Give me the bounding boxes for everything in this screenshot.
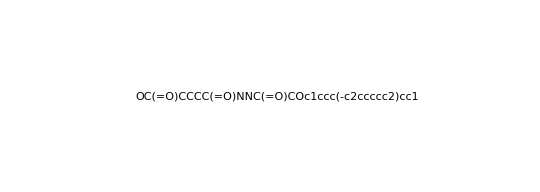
Text: OC(=O)CCCC(=O)NNC(=O)COc1ccc(-c2ccccc2)cc1: OC(=O)CCCC(=O)NNC(=O)COc1ccc(-c2ccccc2)c… bbox=[135, 92, 418, 102]
